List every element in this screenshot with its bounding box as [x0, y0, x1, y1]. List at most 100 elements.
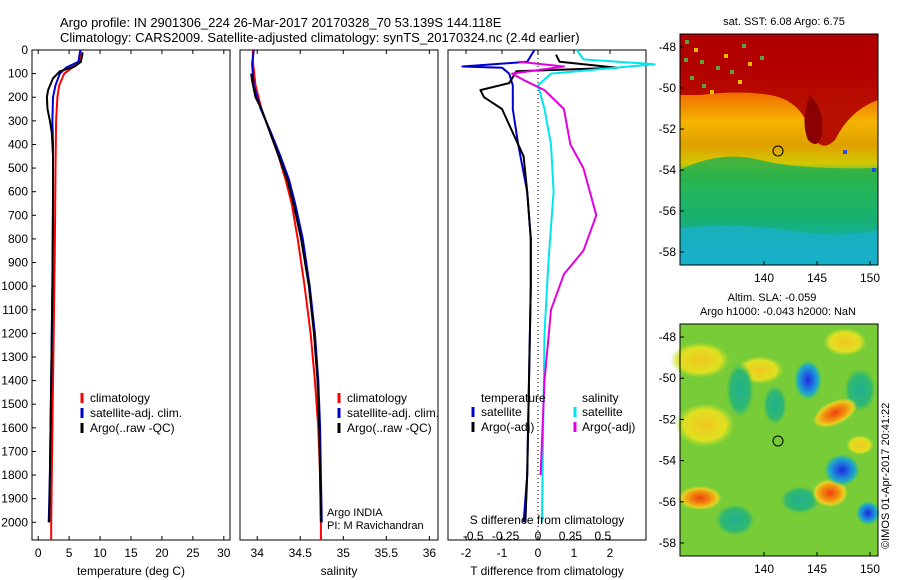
lon-tick-label: 150 — [860, 562, 880, 576]
x-tick-label: 25 — [186, 546, 200, 560]
pi-label: PI: M Ravichandran — [327, 520, 424, 532]
legend-label: satellite — [481, 405, 522, 419]
series-line-temperature-argo-adj- — [479, 54, 619, 523]
depth-tick-label: 500 — [8, 161, 28, 175]
legend-label: climatology — [347, 391, 407, 405]
s-difference-x-axis: -0.5 -0.25 0 0.25 0.5 — [463, 529, 612, 543]
depth-axis: 0 100 200 300 400 500 600 700 800 900 1000 1100 1200… — [1, 43, 36, 529]
depth-tick-label: 200 — [8, 90, 28, 104]
t-difference-x-axis: -2 -1 0 1 2 — [461, 50, 614, 560]
header-line-2: Climatology: CARS2009. Satellite-adjuste… — [60, 30, 580, 45]
temperature-series — [45, 49, 84, 540]
lon-tick-label: 145 — [807, 562, 827, 576]
sst-argo-location-marker — [772, 145, 784, 157]
x-tick-label: 35 — [337, 546, 351, 560]
lon-tick-label: 140 — [754, 271, 774, 285]
salinity-x-axis: 34 34.5 35 35.5 36 — [251, 50, 437, 560]
x-tick-label: 35.5 — [375, 546, 399, 560]
sst-map-image — [680, 34, 878, 265]
s-difference-xlabel: S difference from climatology — [470, 513, 625, 527]
sst-map-lat-axis: -48 -50 -52 -54 -56 -58 — [659, 40, 684, 259]
s-diff-tick-label: 0 — [535, 529, 542, 543]
lat-tick-label: -48 — [659, 40, 677, 54]
sst-map-frame — [679, 33, 879, 266]
depth-tick-label: 1500 — [1, 397, 28, 411]
legend-label: satellite — [582, 405, 623, 419]
x-tick-label: 5 — [66, 546, 73, 560]
legend-label: satellite-adj. clim. — [90, 406, 182, 420]
depth-tick-label: 100 — [8, 67, 28, 81]
salinity-xlabel: salinity — [321, 564, 358, 578]
x-tick-label: 34.5 — [289, 546, 313, 560]
lat-tick-label: -56 — [659, 495, 677, 509]
sla-map-lon-axis: 140 145 150 — [754, 552, 880, 576]
imos-timestamp: ©IMOS 01-Apr-2017 20:41:22 — [880, 403, 892, 549]
s-diff-tick-label: 0.5 — [594, 529, 611, 543]
x-tick-label: 30 — [217, 546, 231, 560]
x-tick-label: 15 — [124, 546, 138, 560]
salinity-panel: 34 34.5 35 35.5 36 salinity climatologysatel… — [239, 49, 439, 578]
lon-tick-label: 150 — [860, 271, 880, 285]
depth-tick-label: 0 — [21, 43, 28, 57]
depth-tick-label: 1300 — [1, 350, 28, 364]
sla-map-title-2: Argo h1000: -0.043 h2000: NaN — [700, 306, 856, 318]
lat-tick-label: -54 — [659, 454, 677, 468]
lat-tick-label: -48 — [659, 330, 677, 344]
legend-title-salinity: salinity — [582, 391, 619, 405]
x-tick-label: 0 — [535, 546, 542, 560]
legend-label: Argo(-adj) — [582, 420, 635, 434]
legend-label: Argo(-adj) — [481, 420, 534, 434]
legend-title-temperature: temperature — [481, 391, 546, 405]
sst-map: sat. SST: 6.08 Argo: 6.75 -48 -50 -52 -54 -5… — [659, 16, 881, 285]
depth-tick-label: 1900 — [1, 492, 28, 506]
depth-tick-label: 300 — [8, 114, 28, 128]
lat-tick-label: -50 — [659, 81, 677, 95]
s-diff-tick-label: 0.25 — [559, 529, 583, 543]
legend-label: satellite-adj. clim. — [347, 406, 439, 420]
sla-map-frame — [679, 323, 879, 557]
x-tick-label: 10 — [93, 546, 107, 560]
lat-tick-label: -52 — [659, 122, 677, 136]
lon-tick-label: 145 — [807, 271, 827, 285]
lon-tick-label: 140 — [754, 562, 774, 576]
legend-label: Argo(..raw -QC) — [347, 421, 432, 435]
sla-map-image — [670, 324, 880, 556]
series-line-salinity-argo-adj- — [511, 60, 598, 476]
x-tick-label: -2 — [461, 546, 472, 560]
lat-tick-label: -52 — [659, 412, 677, 426]
s-diff-tick-label: -0.5 — [463, 529, 484, 543]
sla-argo-location-marker — [772, 435, 784, 447]
difference-series — [461, 49, 656, 523]
depth-tick-label: 1100 — [2, 303, 28, 317]
x-tick-label: 34 — [251, 546, 265, 560]
series-line-argo-raw-qc- — [250, 73, 322, 523]
depth-tick-label: 1200 — [1, 326, 28, 340]
x-tick-label: 20 — [155, 546, 169, 560]
difference-panel: -2 -1 0 1 2 -0.5 -0.25 0 0.25 0.5 T difference f… — [447, 49, 656, 578]
t-difference-xlabel: T difference from climatology — [470, 564, 624, 578]
temperature-x-axis: 0 5 10 15 20 25 30 — [35, 50, 231, 560]
sla-map: Altim. SLA: -0.059 Argo h1000: -0.043 h2… — [659, 292, 881, 576]
series-line-argo-raw-qc- — [45, 52, 84, 523]
x-tick-label: 36 — [423, 546, 437, 560]
legend-label: Argo(..raw -QC) — [90, 421, 175, 435]
depth-tick-label: 1000 — [1, 279, 28, 293]
depth-tick-label: 1700 — [1, 444, 28, 458]
depth-tick-label: 1600 — [1, 421, 28, 435]
depth-tick-label: 2000 — [1, 515, 28, 529]
difference-legend: temperature salinitysatelliteArgo(-adj)sa… — [471, 391, 635, 434]
lat-tick-label: -56 — [659, 204, 677, 218]
sst-map-lon-axis: 140 145 150 — [754, 261, 880, 285]
sla-map-lat-axis: -48 -50 -52 -54 -56 -58 — [659, 330, 684, 550]
x-tick-label: 0 — [35, 546, 42, 560]
salinity-axes-frame — [239, 49, 439, 541]
lat-tick-label: -58 — [659, 245, 677, 259]
lat-tick-label: -54 — [659, 163, 677, 177]
x-tick-label: 1 — [571, 546, 578, 560]
series-line-salinity-satellite — [537, 49, 656, 523]
header-line-1: Argo profile: IN 2901306_224 26-Mar-2017… — [60, 15, 502, 30]
depth-tick-label: 700 — [8, 208, 28, 222]
lat-tick-label: -50 — [659, 371, 677, 385]
